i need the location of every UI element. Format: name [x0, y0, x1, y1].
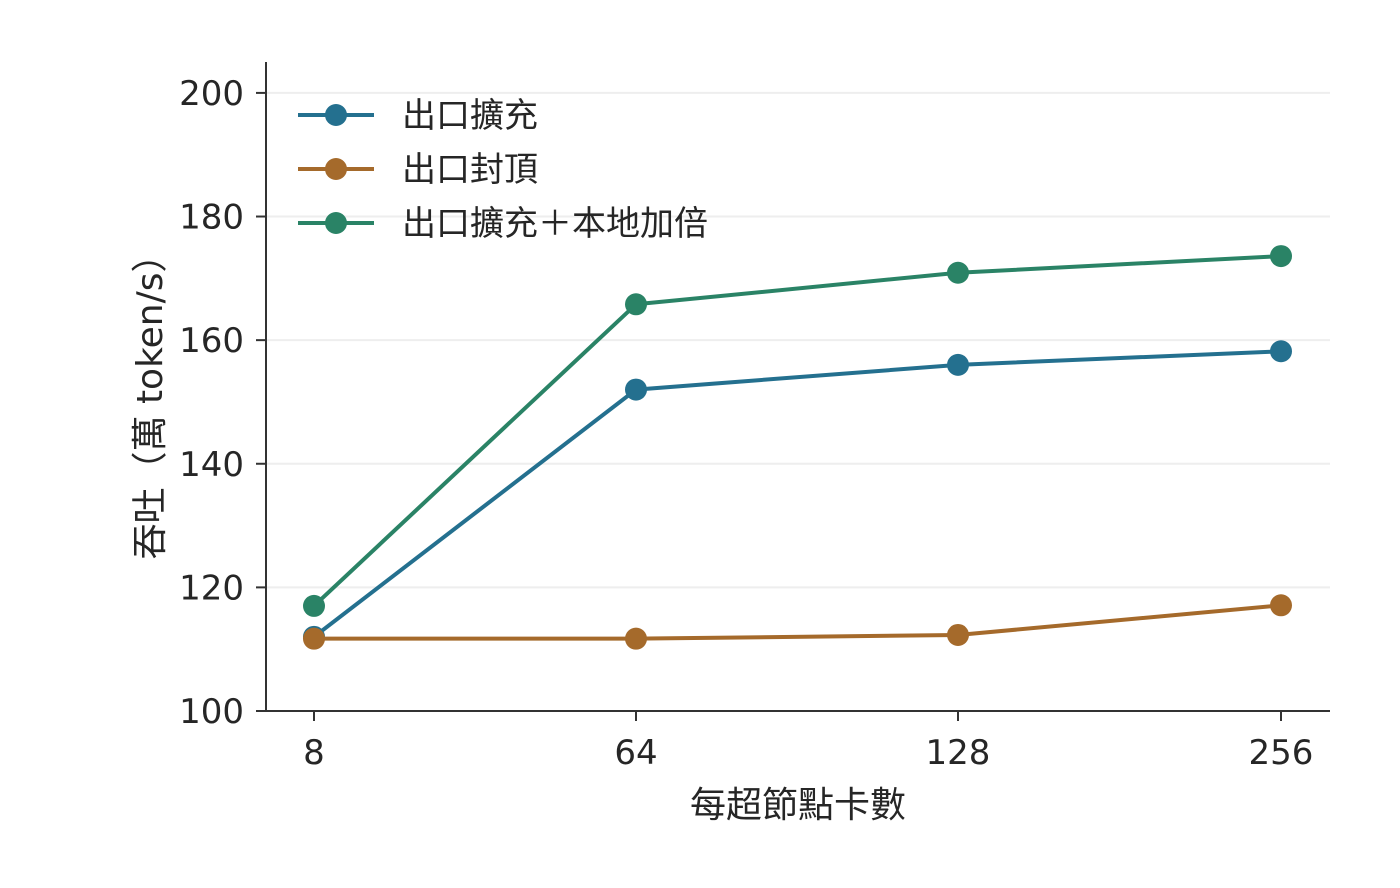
- data-point: [625, 293, 647, 316]
- y-ticks: 100 120 140 160 180 200: [179, 74, 266, 732]
- legend-marker: [325, 158, 347, 180]
- data-point: [1270, 245, 1292, 268]
- y-tick-label: 180: [179, 198, 244, 238]
- x-tick-label: 64: [614, 733, 657, 773]
- data-point: [947, 353, 969, 376]
- data-point: [625, 627, 647, 650]
- y-tick-label: 200: [179, 74, 244, 114]
- y-axis-title: 吞吐（萬 token/s）: [130, 237, 171, 560]
- series-group: [303, 245, 1292, 650]
- legend-label: 出口封頂: [402, 150, 538, 190]
- series-1: [303, 340, 1292, 648]
- legend-label: 出口擴充: [402, 96, 538, 136]
- data-point: [947, 261, 969, 284]
- data-point: [625, 378, 647, 401]
- data-point: [303, 627, 325, 650]
- y-tick-label: 140: [179, 445, 244, 485]
- series-line: [312, 254, 1282, 608]
- axes: [265, 62, 1330, 712]
- x-tick-label: 128: [926, 733, 991, 773]
- series-line: [314, 603, 1282, 641]
- grid-lines: [266, 91, 1330, 589]
- series-3: [303, 245, 1292, 617]
- data-point: [947, 623, 969, 646]
- series-line: [312, 349, 1282, 639]
- data-point: [303, 594, 325, 617]
- legend-item: 出口擴充: [298, 96, 538, 136]
- series-2: [303, 594, 1292, 650]
- x-tick-label: 256: [1249, 733, 1314, 773]
- y-tick-label: 100: [179, 692, 244, 732]
- x-tick-label: 8: [303, 733, 325, 773]
- data-point: [1270, 594, 1292, 617]
- y-tick-label: 120: [179, 568, 244, 608]
- data-point: [1270, 340, 1292, 363]
- legend-label: 出口擴充＋本地加倍: [402, 204, 708, 244]
- legend-marker: [325, 104, 347, 126]
- x-axis-title: 每超節點卡數: [690, 785, 906, 826]
- legend-item: 出口封頂: [298, 150, 538, 190]
- x-ticks: 8 64 128 256: [303, 711, 1313, 773]
- y-tick-label: 160: [179, 321, 244, 361]
- legend-marker: [325, 212, 347, 234]
- legend-item: 出口擴充＋本地加倍: [298, 204, 708, 244]
